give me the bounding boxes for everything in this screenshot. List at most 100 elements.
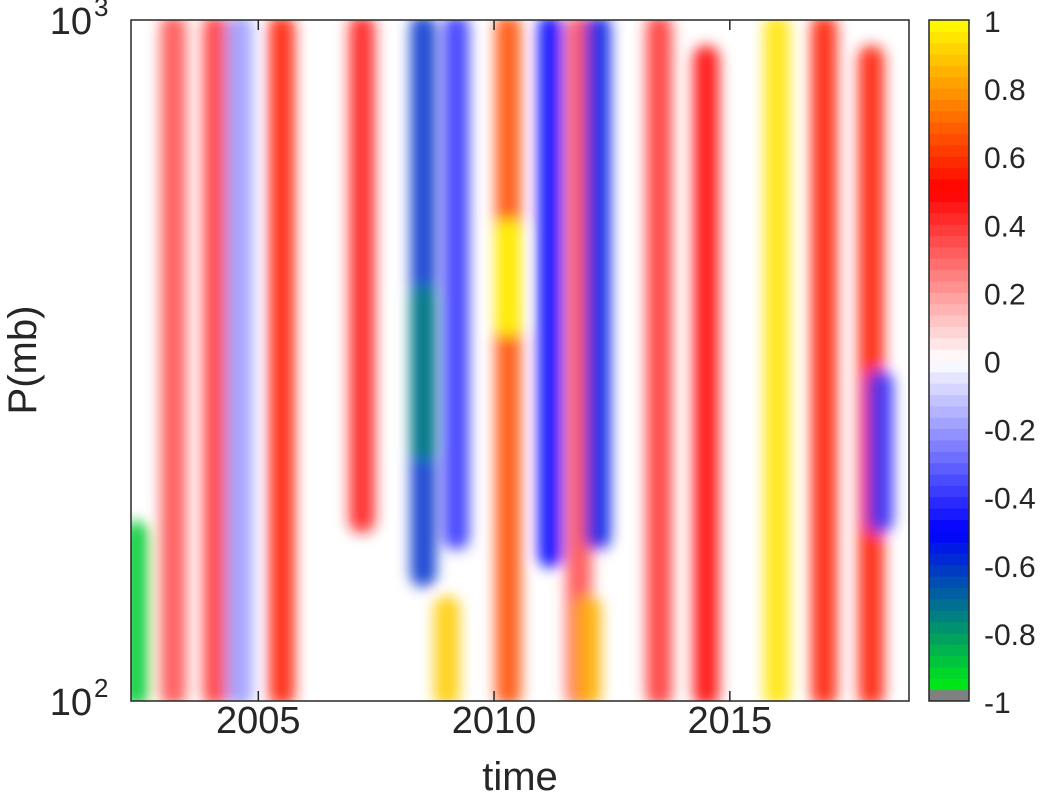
heatmap-cell [202, 20, 229, 701]
colorbar-strip [929, 632, 969, 645]
heatmap-cell [495, 219, 522, 337]
colorbar-strip [929, 88, 969, 100]
colorbar-tick-label: -0.8 [984, 619, 1036, 652]
colorbar-strip [929, 42, 969, 55]
colorbar-strip [929, 110, 969, 123]
colorbar-tick-label: 1 [984, 6, 1001, 39]
colorbar-strip [929, 655, 969, 668]
x-tick-label: 2005 [216, 700, 301, 742]
colorbar-strip [929, 439, 969, 452]
colorbar-strip [929, 530, 969, 543]
colorbar-strip [929, 269, 969, 282]
heatmap-cell [349, 20, 376, 534]
colorbar-strip [929, 76, 969, 89]
colorbar-strip [929, 383, 969, 396]
heatmap-cell [646, 20, 673, 701]
heatmap-cell [693, 45, 720, 701]
x-tick-label: 2010 [452, 700, 537, 742]
heatmap-field [131, 20, 894, 701]
heatmap-cell [433, 595, 460, 701]
x-axis-ticks: 2005 2010 2015 [216, 20, 772, 742]
colorbar-strip [929, 212, 969, 225]
colorbar-strip [929, 644, 969, 657]
colorbar-strip [929, 167, 969, 180]
colorbar-tick-label: 0 [984, 347, 1001, 380]
y-tick-exponent: 3 [94, 0, 108, 22]
colorbar-strip [929, 598, 969, 611]
colorbar: 1 0.8 0.6 0.4 0.2 0 -0.2 -0.4 -0.6 -0.8 -1 [928, 6, 1036, 720]
colorbar-tick-label: 0.2 [984, 278, 1026, 311]
colorbar-strip [929, 564, 969, 577]
colorbar-tick-label: 0.6 [984, 142, 1026, 175]
x-axis-label: time [482, 755, 558, 798]
heatmap-cell [410, 284, 437, 461]
colorbar-tick-label: 0.4 [984, 210, 1026, 243]
colorbar-tick-label: 0.8 [984, 74, 1026, 107]
colorbar-strip [929, 144, 969, 157]
colorbar-strip [929, 610, 969, 623]
heatmap-cell [537, 20, 564, 568]
colorbar-ticks: 1 0.8 0.6 0.4 0.2 0 -0.2 -0.4 -0.6 -0.8 -1 [984, 6, 1036, 720]
colorbar-strip [929, 666, 969, 679]
colorbar-tick-label: -0.4 [984, 483, 1036, 516]
colorbar-strip [929, 371, 969, 384]
heatmap-cell [764, 20, 790, 701]
colorbar-strips [929, 20, 969, 702]
colorbar-strip [929, 417, 969, 430]
colorbar-strip [929, 474, 969, 486]
colorbar-tick-label: -0.2 [984, 415, 1036, 448]
colorbar-strip [929, 326, 969, 339]
colorbar-strip [929, 349, 969, 361]
colorbar-strip [929, 462, 969, 475]
colorbar-strip [929, 190, 969, 203]
colorbar-strip [929, 678, 969, 691]
colorbar-strip [929, 519, 969, 532]
colorbar-strip [929, 576, 969, 588]
colorbar-strip [929, 122, 969, 134]
y-tick-label: 10 [50, 1, 92, 43]
colorbar-strip [929, 258, 969, 271]
colorbar-strip [929, 133, 969, 146]
heatmap-cell [575, 595, 602, 701]
colorbar-strip [929, 224, 969, 237]
colorbar-strip [929, 54, 969, 66]
heatmap-cell [443, 20, 470, 551]
colorbar-strip [929, 553, 969, 566]
colorbar-strip [929, 99, 969, 112]
y-tick-exponent: 2 [94, 673, 108, 703]
colorbar-strip [929, 621, 969, 634]
plot-area [131, 20, 909, 701]
colorbar-strip [929, 315, 969, 327]
heatmap-cell [584, 20, 611, 551]
colorbar-strip [929, 587, 969, 600]
heatmap-cell [268, 20, 295, 701]
heatmap-cell [811, 20, 838, 701]
heatmap-cell [226, 20, 253, 701]
y-axis-label: P(mb) [1, 306, 45, 415]
colorbar-strip [929, 360, 969, 373]
colorbar-strip [929, 405, 969, 418]
colorbar-strip [929, 508, 969, 520]
colorbar-strip [929, 281, 969, 293]
colorbar-strip [929, 451, 969, 464]
plot-frame [130, 19, 910, 702]
colorbar-tick-label: -1 [984, 687, 1011, 720]
colorbar-strip [929, 496, 969, 509]
colorbar-frame [928, 19, 970, 702]
heatmap-cell [160, 20, 187, 701]
colorbar-strip [929, 247, 969, 259]
colorbar-strip [929, 178, 969, 191]
colorbar-strip [929, 394, 969, 407]
colorbar-strip [929, 156, 969, 169]
heatmap-cell [867, 370, 894, 534]
colorbar-strip [929, 303, 969, 316]
colorbar-strip [929, 20, 969, 32]
colorbar-strip [929, 485, 969, 498]
colorbar-strip [929, 65, 969, 78]
colorbar-strip [929, 201, 969, 214]
colorbar-strip [929, 428, 969, 441]
colorbar-strip [929, 337, 969, 350]
y-tick-label: 10 [50, 682, 92, 724]
colorbar-strip [929, 235, 969, 248]
